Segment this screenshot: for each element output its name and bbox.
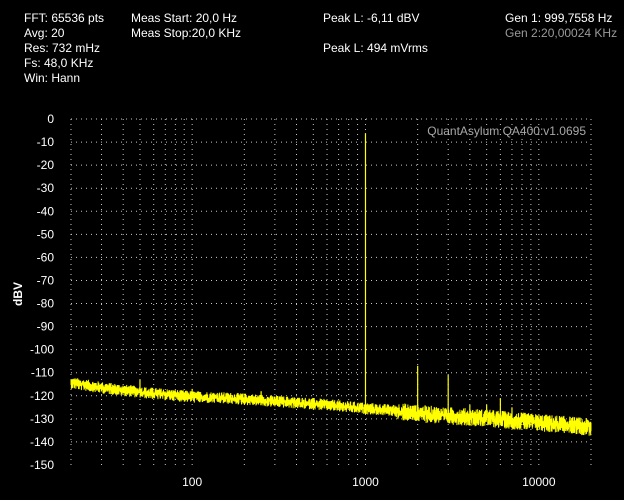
y-tick-label: -120 <box>30 389 54 403</box>
watermark: QuantAsylum QA400:v1.0695 <box>427 124 586 138</box>
y-tick-label: -30 <box>37 181 55 195</box>
resolution-readout: Res: 732 mHz <box>24 41 101 55</box>
y-tick-label: -60 <box>37 250 55 264</box>
gen1-readout: Gen 1: 999,7558 Hz <box>505 11 613 25</box>
meas-stop-readout: Meas Stop:20,0 KHz <box>131 26 242 40</box>
y-tick-label: -150 <box>30 458 54 472</box>
grid <box>70 118 592 465</box>
average-count-readout: Avg: 20 <box>24 26 65 40</box>
spectrum-trace <box>70 133 592 436</box>
x-tick-label: 10000 <box>522 475 556 489</box>
y-tick-label: -50 <box>37 227 55 241</box>
gen2-readout: Gen 2:20,00024 KHz <box>505 26 618 40</box>
y-axis-label: dBV <box>11 282 25 306</box>
sample-rate-readout: Fs: 48,0 KHz <box>24 56 94 70</box>
x-tick-label: 100 <box>182 475 202 489</box>
x-tick-label: 1000 <box>352 475 379 489</box>
peak-mvrms-readout: Peak L: 494 mVrms <box>323 41 428 55</box>
y-tick-label: -10 <box>37 135 55 149</box>
y-tick-label: -80 <box>37 297 55 311</box>
y-tick-label: -20 <box>37 158 55 172</box>
meas-start-readout: Meas Start: 20,0 Hz <box>131 11 238 25</box>
peak-dbv-readout: Peak L: -6,11 dBV <box>323 11 420 25</box>
y-tick-label: -110 <box>31 366 54 380</box>
y-tick-label: -70 <box>37 273 55 287</box>
y-tick-label: 0 <box>47 112 54 126</box>
window-readout: Win: Hann <box>24 71 81 85</box>
noise-floor-trace <box>70 378 592 436</box>
y-tick-label: -100 <box>30 343 54 357</box>
fft-size-readout: FFT: 65536 pts <box>24 11 105 25</box>
y-tick-label: -130 <box>30 412 54 426</box>
y-tick-label: -40 <box>37 204 55 218</box>
y-tick-label: -140 <box>30 435 54 449</box>
x-axis-ticks: 100 1000 10000 <box>182 475 556 489</box>
y-tick-label: -90 <box>37 320 55 334</box>
y-axis-ticks: 0 -10 -20 -30 -40 -50 -60 -70 -80 -90 -100 -110 -120… <box>30 112 54 472</box>
